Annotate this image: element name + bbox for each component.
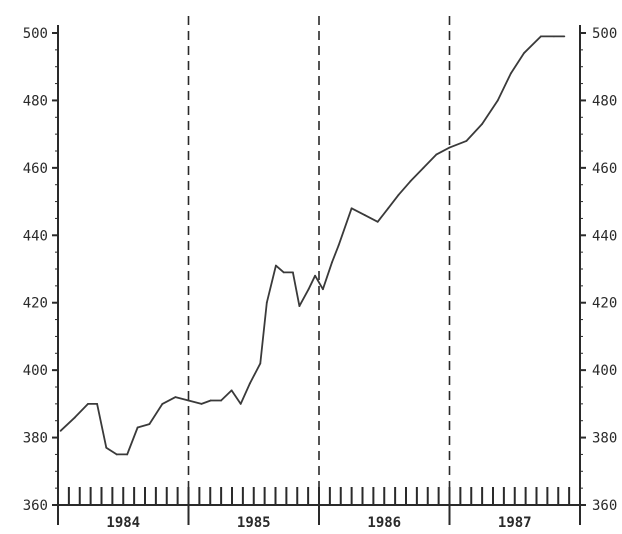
y-tick-label-left: 460 <box>23 161 48 177</box>
data-point <box>96 402 99 405</box>
data-point <box>248 382 251 385</box>
y-tick-label-left: 500 <box>23 26 48 42</box>
data-point <box>435 153 438 156</box>
data-point <box>322 288 324 291</box>
data-point <box>200 402 203 405</box>
x-tick-label: 1987 <box>498 515 532 531</box>
data-point <box>265 301 268 304</box>
y-tick-label-left: 380 <box>23 431 48 447</box>
data-point <box>481 123 484 125</box>
data-point <box>115 453 118 456</box>
y-tick-label-right: 480 <box>592 93 617 109</box>
data-point <box>496 99 499 102</box>
x-tick-label: 1985 <box>237 515 271 531</box>
y-tick-label-left: 480 <box>23 93 48 109</box>
data-point <box>259 362 262 365</box>
data-point <box>422 166 425 169</box>
data-point <box>298 305 301 307</box>
data-point <box>539 35 542 38</box>
x-tick-label: 1986 <box>367 515 401 531</box>
y-tick-label-right: 400 <box>592 363 617 379</box>
left-y-axis: 360 380 400 420 440 460 480 500 <box>23 25 59 514</box>
data-point <box>174 396 177 399</box>
data-point <box>448 146 451 149</box>
data-point <box>292 271 294 274</box>
y-tick-label-right: 420 <box>592 296 617 312</box>
data-point <box>220 399 223 402</box>
right-y-axis: 360 380 400 420 440 460 480 500 <box>579 25 617 514</box>
data-point <box>337 244 340 247</box>
data-point <box>136 426 139 429</box>
data-point <box>230 389 233 392</box>
data-point <box>307 288 310 291</box>
data-point <box>397 193 400 196</box>
y-tick-label-right: 500 <box>592 26 617 42</box>
data-point <box>553 35 555 38</box>
data-point <box>376 220 379 223</box>
data-point <box>314 274 316 277</box>
data-point <box>209 399 212 402</box>
y-tick-label-right: 440 <box>592 228 617 244</box>
series-layer <box>59 35 566 456</box>
y-tick-label-right: 460 <box>592 161 617 177</box>
data-point <box>465 139 468 142</box>
data-point <box>563 35 566 38</box>
period-dividers <box>187 16 451 505</box>
data-point <box>387 207 390 210</box>
data-point <box>126 453 129 456</box>
y-tick-label-right: 380 <box>592 431 617 447</box>
data-point <box>187 399 190 402</box>
data-point <box>87 402 89 405</box>
data-point <box>350 207 353 210</box>
x-tick-label: 1984 <box>106 515 140 531</box>
data-point <box>282 271 285 274</box>
data-point <box>161 402 164 405</box>
series-line <box>59 35 565 456</box>
y-tick-label-left: 400 <box>23 363 48 379</box>
y-tick-label-left: 420 <box>23 296 48 312</box>
data-point <box>363 214 366 216</box>
data-point <box>331 261 333 264</box>
data-point <box>239 402 242 405</box>
data-point <box>59 429 62 432</box>
y-tick-label-left: 440 <box>23 228 48 244</box>
data-point <box>275 264 277 267</box>
x-axis: 1984 1985 1986 1987 <box>57 487 581 531</box>
data-point <box>509 72 512 75</box>
data-point <box>148 423 151 425</box>
y-tick-label-right: 360 <box>592 498 617 514</box>
data-point <box>74 416 76 419</box>
y-tick-label-left: 360 <box>23 498 48 514</box>
data-point <box>105 446 108 449</box>
data-point <box>409 180 412 183</box>
data-point <box>522 52 525 55</box>
